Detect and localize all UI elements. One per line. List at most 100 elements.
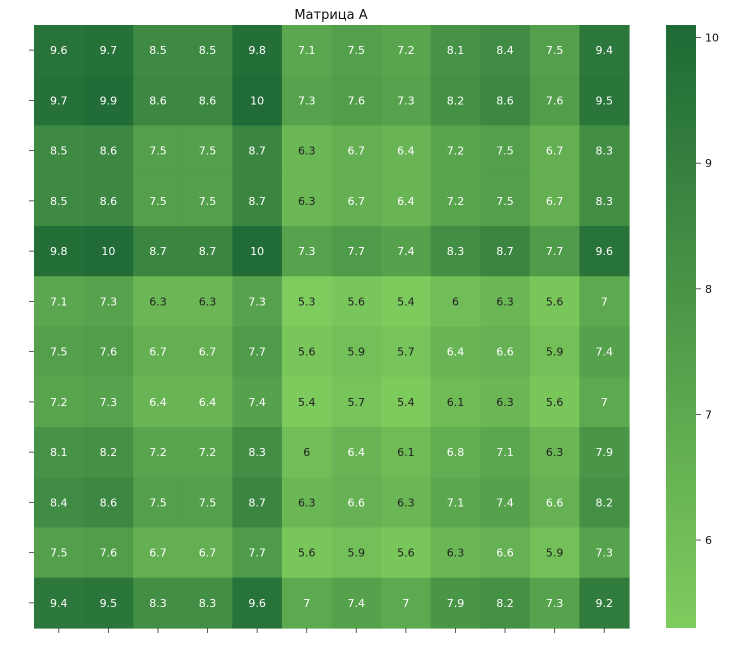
cell-value-label: 6.3 (447, 547, 465, 560)
heatmap-cell (331, 226, 382, 277)
heatmap-cell (381, 125, 432, 177)
cell-value-label: 6.3 (397, 496, 415, 509)
cell-value-label: 7.4 (348, 597, 366, 610)
cell-value-label: 7.5 (50, 346, 68, 359)
cell-value-label: 8.2 (447, 94, 465, 107)
heatmap-cell (281, 25, 333, 76)
cell-value-label: 6.3 (298, 145, 316, 158)
heatmap-cell (381, 477, 432, 529)
colorbar-tick-label: 6 (705, 534, 712, 547)
colorbar-tick-label: 7 (705, 408, 712, 421)
heatmap-cell (281, 326, 333, 378)
heatmap-cell (34, 577, 85, 629)
cell-value-label: 6.6 (348, 496, 366, 509)
cell-value-label: 7 (601, 396, 608, 409)
cell-value-label: 7.2 (447, 195, 465, 208)
heatmap-cell (133, 326, 184, 378)
heatmap-cell (83, 527, 134, 579)
heatmap-cell (83, 25, 134, 76)
heatmap-cell (579, 75, 630, 127)
cell-value-label: 8.3 (199, 597, 217, 610)
heatmap-cell (182, 125, 233, 177)
cell-value-label: 7.3 (100, 396, 118, 409)
heatmap-cell (34, 276, 85, 328)
cell-value-label: 7.1 (447, 496, 465, 509)
cell-value-label: 6.6 (496, 547, 514, 560)
cell-value-label: 5.6 (546, 295, 564, 308)
heatmap-cell (480, 175, 531, 227)
cell-value-label: 7.3 (298, 94, 316, 107)
cell-value-label: 5.7 (348, 396, 366, 409)
cell-value-label: 6.3 (199, 295, 217, 308)
heatmap-cell (430, 527, 481, 579)
heatmap-cell (579, 477, 630, 529)
cell-value-label: 5.6 (298, 346, 316, 359)
heatmap-cell (83, 427, 134, 478)
cell-value-label: 5.4 (397, 295, 415, 308)
cell-value-label: 7.7 (348, 245, 366, 258)
cell-value-label: 7.6 (546, 94, 564, 107)
heatmap-cell (579, 376, 630, 428)
heatmap-cell (182, 427, 233, 478)
cell-value-label: 5.9 (546, 346, 564, 359)
heatmap-cell (529, 427, 581, 478)
heatmap-cell (381, 427, 432, 478)
heatmap-cell (83, 276, 134, 328)
cell-value-label: 7.5 (496, 145, 514, 158)
heatmap-cell (480, 376, 531, 428)
cell-value-label: 6.4 (149, 396, 167, 409)
colorbar-tick-label: 9 (705, 157, 712, 170)
heatmap-cell (34, 75, 85, 127)
cell-value-label: 9.8 (50, 245, 68, 258)
heatmap-cell (529, 577, 581, 629)
cell-value-label: 9.6 (595, 245, 613, 258)
heatmap-cell (281, 175, 333, 227)
cell-value-label: 7 (402, 597, 409, 610)
cell-value-label: 7.5 (199, 145, 217, 158)
heatmap-cell (34, 477, 85, 529)
cell-value-label: 7.5 (348, 44, 366, 57)
heatmap-cell (381, 577, 432, 629)
cell-value-label: 5.9 (546, 547, 564, 560)
heatmap-cell (83, 477, 134, 529)
colorbar (666, 25, 696, 628)
cell-value-label: 7.3 (397, 94, 415, 107)
cell-value-label: 9.6 (248, 597, 266, 610)
heatmap-cell (232, 376, 283, 428)
cell-value-label: 8.6 (496, 94, 514, 107)
heatmap-cell (182, 376, 233, 428)
cell-value-label: 7.5 (149, 496, 167, 509)
cell-value-label: 6.7 (348, 195, 366, 208)
cell-value-label: 6.6 (496, 346, 514, 359)
heatmap-cell (430, 577, 481, 629)
cell-value-label: 8.7 (199, 245, 217, 258)
cell-value-label: 6.7 (149, 346, 167, 359)
heatmap-cell (232, 276, 283, 328)
cell-value-label: 8.1 (447, 44, 465, 57)
cell-value-label: 6.4 (397, 145, 415, 158)
row-ticks (29, 49, 34, 604)
cell-value-label: 5.7 (397, 346, 415, 359)
heatmap-cell (331, 125, 382, 177)
cell-value-label: 6.7 (546, 195, 564, 208)
heatmap-cell (182, 175, 233, 227)
cell-value-label: 7.4 (595, 346, 613, 359)
cell-value-label: 8.7 (248, 145, 266, 158)
heatmap-cell (579, 125, 630, 177)
heatmap-cell (281, 427, 333, 478)
heatmap-cell (430, 226, 481, 277)
cell-value-label: 8.2 (595, 496, 613, 509)
cell-value-label: 7 (601, 295, 608, 308)
cell-value-label: 6.3 (496, 396, 514, 409)
cell-value-label: 8.5 (50, 145, 68, 158)
cell-value-label: 6 (303, 446, 310, 459)
heatmap-cell (480, 577, 531, 629)
cell-value-label: 6.3 (546, 446, 564, 459)
heatmap-cell (430, 376, 481, 428)
heatmap-cell (133, 527, 184, 579)
heatmap-cell (480, 276, 531, 328)
heatmap-cell (34, 326, 85, 378)
cell-value-label: 8.7 (496, 245, 514, 258)
heatmap-cell (232, 527, 283, 579)
heatmap-cell (133, 25, 184, 76)
